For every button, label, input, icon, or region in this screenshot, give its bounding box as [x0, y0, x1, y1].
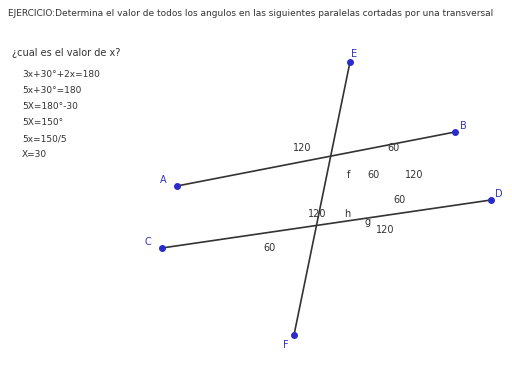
Text: E: E — [351, 49, 357, 59]
Text: 120: 120 — [308, 209, 326, 219]
Text: 120: 120 — [293, 143, 311, 153]
Text: X=30: X=30 — [22, 150, 47, 159]
Text: 60: 60 — [367, 170, 379, 180]
Text: ¿cual es el valor de x?: ¿cual es el valor de x? — [12, 48, 120, 58]
Text: C: C — [144, 237, 152, 247]
Text: 5x+30°=180: 5x+30°=180 — [22, 86, 81, 95]
Text: A: A — [160, 175, 166, 185]
Text: EJERCICIO:Determina el valor de todos los angulos en las siguientes paralelas co: EJERCICIO:Determina el valor de todos lo… — [8, 10, 493, 18]
Text: 60: 60 — [394, 195, 406, 205]
Text: F: F — [283, 340, 289, 350]
Text: 60: 60 — [264, 243, 276, 253]
Text: 60: 60 — [387, 143, 399, 153]
Text: 120: 120 — [376, 225, 394, 235]
Text: 120: 120 — [405, 170, 423, 180]
Text: 3x+30°+2x=180: 3x+30°+2x=180 — [22, 70, 100, 79]
Text: h: h — [344, 209, 350, 219]
Text: f: f — [347, 170, 351, 180]
Text: D: D — [495, 189, 503, 199]
Text: 5X=180°-30: 5X=180°-30 — [22, 102, 78, 111]
Text: g: g — [365, 217, 371, 227]
Text: B: B — [460, 121, 466, 131]
Text: 5x=150/5: 5x=150/5 — [22, 134, 67, 143]
Text: 5X=150°: 5X=150° — [22, 118, 63, 127]
